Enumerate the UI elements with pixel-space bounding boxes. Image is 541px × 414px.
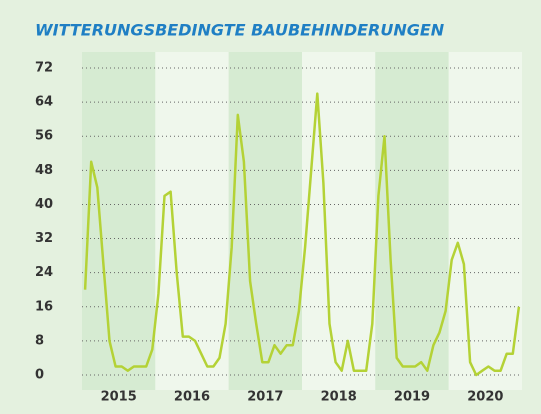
x-tick-label: 2019: [394, 390, 430, 405]
x-tick-label: 2020: [467, 390, 503, 405]
y-tick-label: 16: [35, 299, 53, 314]
year-band: [155, 52, 229, 390]
y-tick-label: 24: [35, 265, 53, 280]
y-tick-label: 64: [35, 95, 53, 110]
x-tick-label: 2017: [247, 390, 283, 405]
y-tick-label: 72: [35, 61, 53, 76]
year-band: [82, 52, 156, 390]
year-band: [302, 52, 376, 390]
x-tick-label: 2016: [174, 390, 210, 405]
y-tick-label: 40: [35, 197, 53, 212]
year-band: [228, 52, 302, 390]
chart-title: WITTERUNGSBEDINGTE BAUBEHINDERUNGEN: [35, 21, 445, 40]
data-line: [83, 92, 521, 377]
y-tick-label: 32: [35, 231, 53, 246]
year-band: [375, 52, 449, 390]
x-tick-label: 2018: [321, 390, 357, 405]
y-tick-label: 56: [35, 129, 53, 144]
year-bands: [82, 52, 522, 390]
x-tick-label: 2015: [101, 390, 137, 405]
year-band: [448, 52, 522, 390]
y-tick-label: 0: [35, 368, 44, 383]
y-tick-label: 48: [35, 163, 53, 178]
y-tick-label: 8: [35, 333, 44, 348]
